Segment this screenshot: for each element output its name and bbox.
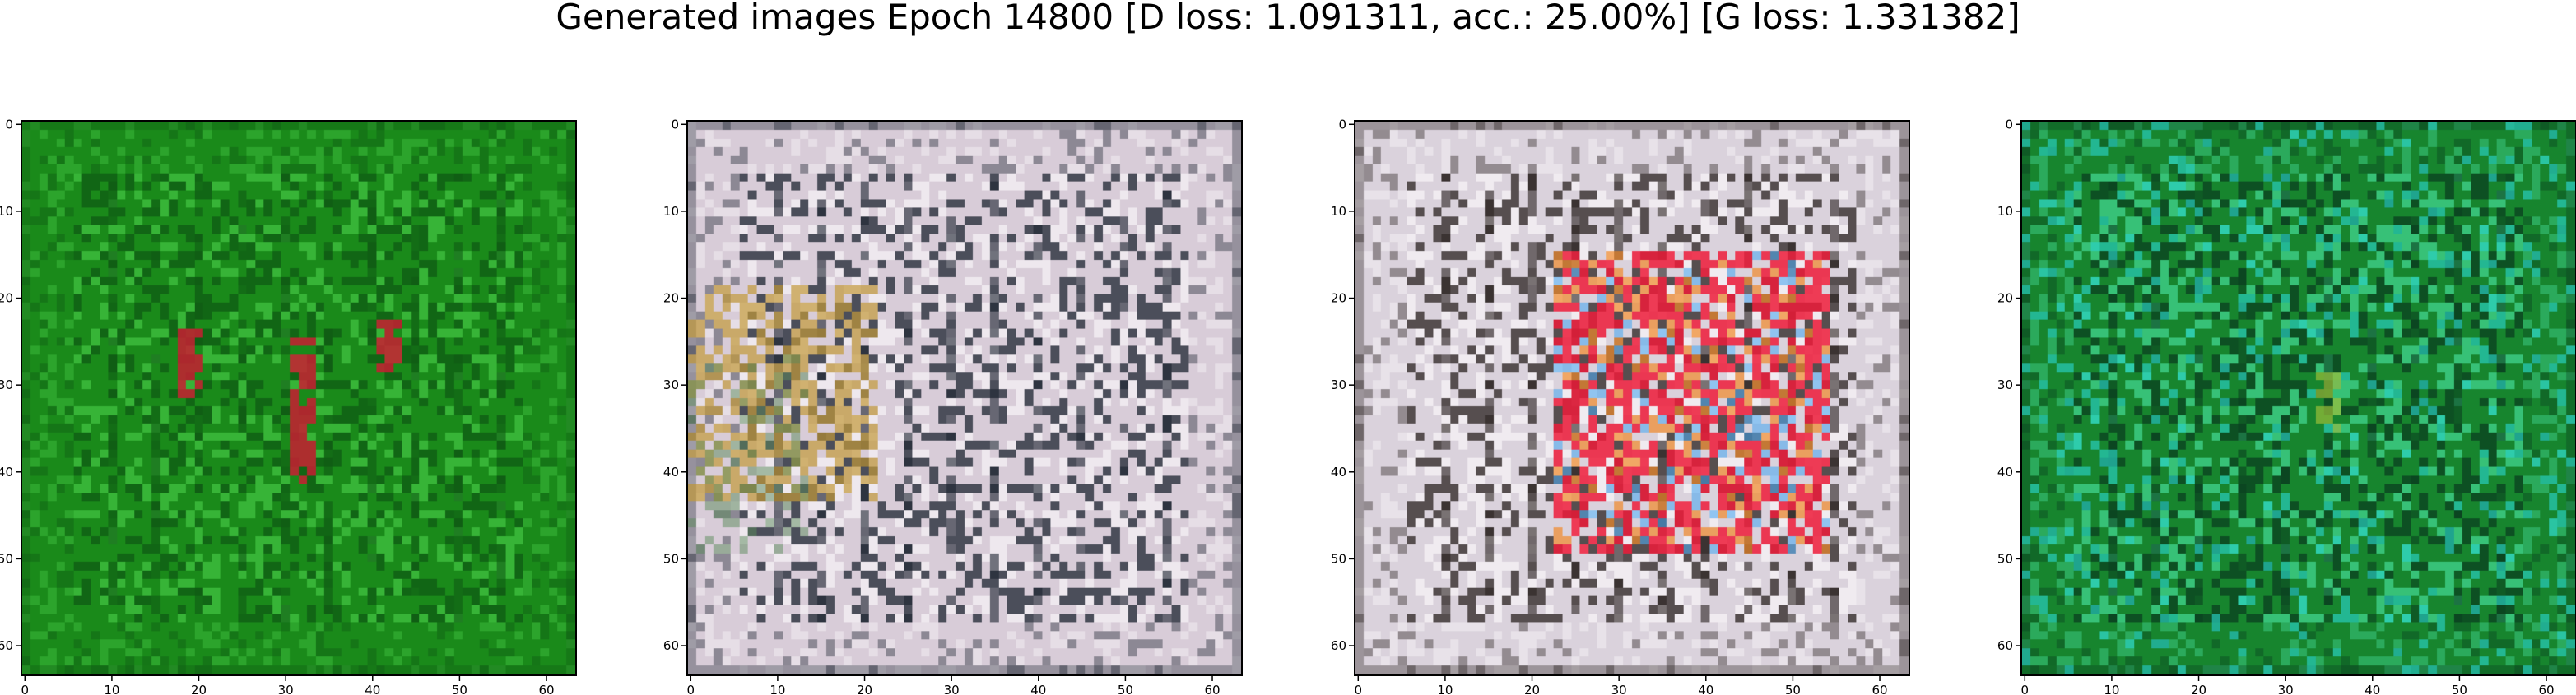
- y-tick-label: 10: [1997, 204, 2013, 219]
- panel-axes: 0 10 20 30 40 50 60 0 10 20 30 40 50 60: [1331, 117, 1888, 695]
- x-tick-label: 40: [1698, 683, 1713, 695]
- y-tick-label: 30: [1331, 378, 1346, 392]
- generated-image: [21, 120, 577, 676]
- y-tick-label: 10: [0, 204, 13, 219]
- x-tick-label: 50: [1118, 683, 1133, 695]
- x-tick-label: 60: [538, 683, 554, 695]
- y-tick-label: 10: [663, 204, 679, 219]
- x-tick-label: 0: [21, 683, 30, 695]
- y-tick-label: 30: [1997, 378, 2013, 392]
- x-tick-label: 0: [2021, 683, 2030, 695]
- generated-image-panel: 0 10 20 30 40 50 60 0 10 20 30 40 50 60: [0, 117, 577, 695]
- y-tick-label: 20: [1997, 291, 2013, 306]
- x-tick-label: 20: [857, 683, 872, 695]
- x-tick-label: 60: [1872, 683, 1887, 695]
- y-tick-label: 50: [1997, 551, 2013, 566]
- x-tick-label: 30: [1611, 683, 1627, 695]
- y-tick-label: 20: [0, 291, 13, 306]
- y-tick-label: 40: [1997, 465, 2013, 480]
- generated-image: [686, 120, 1243, 676]
- figure-title: Generated images Epoch 14800 [D loss: 1.…: [556, 0, 2020, 37]
- y-tick-label: 30: [0, 378, 13, 392]
- x-tick-label: 30: [278, 683, 294, 695]
- y-tick-label: 50: [0, 551, 13, 566]
- y-tick-label: 50: [1331, 551, 1346, 566]
- x-tick-label: 50: [452, 683, 467, 695]
- y-tick-label: 60: [0, 638, 13, 653]
- y-tick-label: 0: [671, 117, 679, 132]
- x-tick-label: 30: [2278, 683, 2294, 695]
- x-tick-label: 10: [770, 683, 785, 695]
- y-tick-label: 0: [2005, 117, 2013, 132]
- x-tick-label: 0: [1355, 683, 1363, 695]
- x-tick-label: 40: [2364, 683, 2380, 695]
- generated-image-panel: 0 10 20 30 40 50 60 0 10 20 30 40 50 60: [663, 117, 1243, 695]
- y-tick-label: 60: [1331, 638, 1346, 653]
- y-tick-label: 60: [663, 638, 679, 653]
- y-tick-label: 40: [663, 465, 679, 480]
- y-tick-label: 60: [1997, 638, 2013, 653]
- x-tick-label: 50: [1785, 683, 1801, 695]
- y-tick-label: 20: [663, 291, 679, 306]
- x-tick-label: 10: [1437, 683, 1453, 695]
- panel-axes: 0 10 20 30 40 50 60 0 10 20 30 40 50 60: [663, 117, 1221, 695]
- x-tick-label: 20: [1524, 683, 1540, 695]
- generated-image: [2020, 120, 2576, 676]
- x-tick-label: 30: [944, 683, 960, 695]
- y-tick-label: 10: [1331, 204, 1346, 219]
- x-tick-label: 10: [2104, 683, 2119, 695]
- panel-axes: 0 10 20 30 40 50 60 0 10 20 30 40 50 60: [0, 117, 555, 695]
- generated-image-panel: 0 10 20 30 40 50 60 0 10 20 30 40 50 60: [1331, 117, 1910, 695]
- y-tick-label: 40: [1331, 465, 1346, 480]
- x-tick-label: 40: [365, 683, 380, 695]
- generated-image-panel: 0 10 20 30 40 50 60 0 10 20 30 40 50 60: [1997, 117, 2576, 695]
- y-tick-label: 0: [5, 117, 13, 132]
- y-tick-label: 20: [1331, 291, 1346, 306]
- y-tick-label: 0: [1338, 117, 1346, 132]
- panel-axes: 0 10 20 30 40 50 60 0 10 20 30 40 50 60: [1997, 117, 2555, 695]
- generated-image: [1354, 120, 1910, 676]
- y-tick-label: 30: [663, 378, 679, 392]
- x-tick-label: 60: [1204, 683, 1220, 695]
- x-tick-label: 50: [2452, 683, 2467, 695]
- y-tick-label: 40: [0, 465, 13, 480]
- x-tick-label: 40: [1030, 683, 1046, 695]
- x-tick-label: 10: [104, 683, 119, 695]
- x-tick-label: 60: [2538, 683, 2554, 695]
- x-tick-label: 20: [2191, 683, 2206, 695]
- y-tick-label: 50: [663, 551, 679, 566]
- x-tick-label: 0: [687, 683, 695, 695]
- x-tick-label: 20: [191, 683, 207, 695]
